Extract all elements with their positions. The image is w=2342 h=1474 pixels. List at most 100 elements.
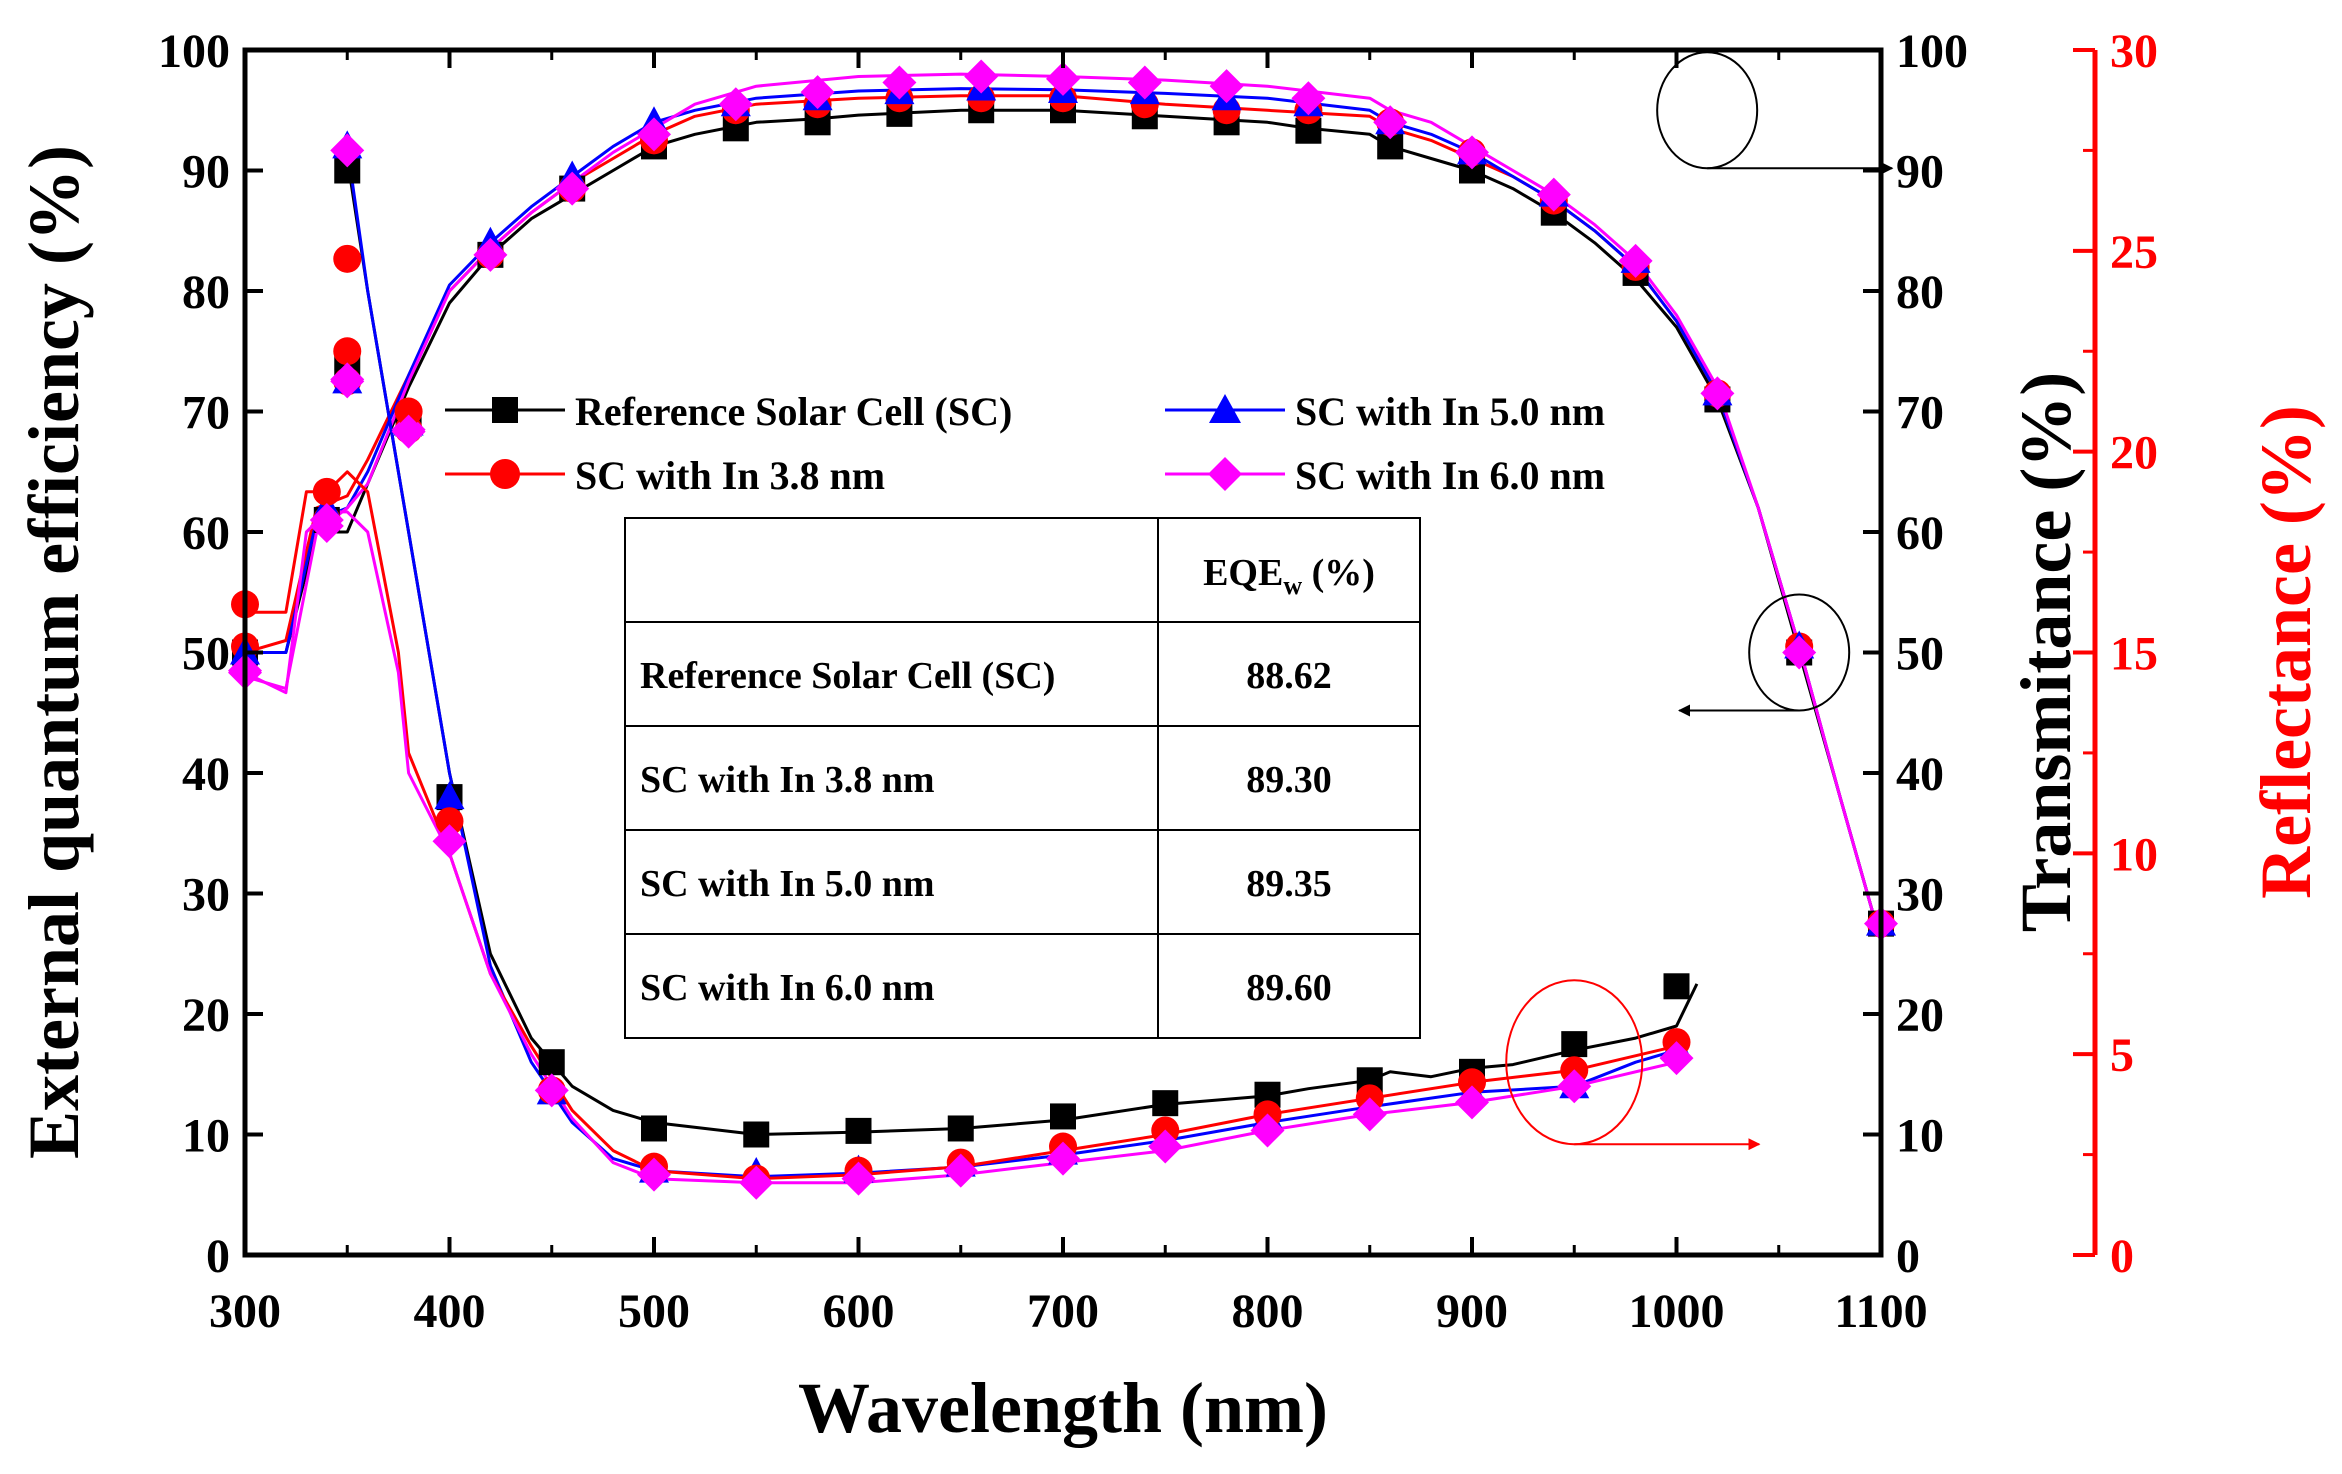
left-y-tick-label: 50 [182, 628, 230, 681]
data-point-diamond [1127, 65, 1162, 100]
left-y-tick-label: 20 [182, 989, 230, 1042]
data-point-diamond [800, 75, 835, 110]
data-point-square [947, 1115, 974, 1142]
data-point-diamond [1209, 69, 1244, 104]
data-point-square [538, 1049, 565, 1076]
annotation-layer [1505, 51, 1894, 1151]
tick-layer: 300 400 500 600 700 800 900 1000 110001020304050… [158, 25, 2158, 1338]
left-y-tick-label: 60 [182, 507, 230, 560]
table-cell-value: 88.62 [1246, 655, 1332, 697]
data-point-square [1152, 1090, 1179, 1117]
data-point-diamond [1557, 1069, 1592, 1104]
table-cell-name: SC with In 5.0 nm [640, 863, 935, 905]
data-point-square [1050, 1103, 1076, 1130]
legend-label-in38: SC with In 3.8 nm [575, 453, 885, 498]
legend-label-reference: Reference Solar Cell (SC) [575, 389, 1012, 434]
data-point-diamond [943, 1153, 978, 1188]
table-header-eqe: EQEw (%) [1203, 552, 1375, 600]
left-y-tick-label: 30 [182, 869, 230, 922]
x-tick-label: 500 [618, 1285, 690, 1338]
legend-marker-square [492, 397, 518, 423]
transmittance-tick-label: 0 [1896, 1230, 1920, 1283]
transmittance-tick-label: 80 [1896, 266, 1944, 319]
transmittance-tick-label: 10 [1896, 1110, 1944, 1163]
data-point-circle [333, 337, 362, 366]
data-point-circle [435, 807, 464, 836]
x-tick-label: 600 [823, 1285, 895, 1338]
legend-marker-circle [490, 459, 520, 489]
data-point-diamond [882, 65, 917, 100]
data-point-circle [1458, 1068, 1486, 1097]
x-tick-label: 300 [209, 1285, 281, 1338]
legend: Reference Solar Cell (SC) SC with In 5.0… [445, 389, 1605, 498]
x-tick-label: 700 [1027, 1285, 1099, 1338]
data-point-diamond [432, 824, 467, 859]
transmittance-tick-label: 90 [1896, 146, 1944, 199]
table-border [624, 517, 1421, 1039]
data-point-diamond [473, 237, 508, 272]
data-point-square [743, 1121, 770, 1148]
series-line-reflectance-7 [244, 510, 1677, 1185]
table-cell-name: Reference Solar Cell (SC) [640, 655, 1055, 697]
reflectance-tick-label: 0 [2110, 1230, 2134, 1283]
data-point-diamond [1046, 1141, 1080, 1176]
data-point-square [1663, 973, 1690, 1000]
left-y-tick-label: 0 [206, 1230, 230, 1283]
data-point-circle [312, 477, 341, 506]
table-cell-value: 89.60 [1246, 967, 1332, 1009]
data-point-diamond [1782, 635, 1817, 670]
left-y-tick-label: 90 [182, 146, 230, 199]
data-point-diamond [555, 171, 590, 206]
reflectance-tick-label: 20 [2110, 427, 2158, 480]
left-y-tick-label: 40 [182, 748, 230, 801]
table-header-eqe-subscript: w [1283, 571, 1302, 600]
data-point-diamond [841, 1161, 876, 1196]
data-point-diamond [1455, 135, 1489, 170]
legend-label-in50: SC with In 5.0 nm [1295, 389, 1605, 434]
eqe-table: EQEw (%) Reference Solar Cell (SC) 88.62… [624, 517, 1421, 1039]
left-y-tick-label: 100 [158, 25, 230, 78]
x-tick-label: 1000 [1629, 1285, 1725, 1338]
data-point-diamond [1291, 81, 1326, 116]
data-point-diamond [534, 1073, 569, 1108]
data-point-diamond [330, 362, 365, 397]
x-tick-label: 400 [414, 1285, 486, 1338]
data-point-diamond [391, 414, 426, 449]
data-point-diamond [309, 502, 344, 537]
data-point-diamond [718, 87, 753, 122]
transmittance-tick-label: 100 [1896, 25, 1968, 78]
x-tick-label: 900 [1436, 1285, 1508, 1338]
x-tick-label: 800 [1232, 1285, 1304, 1338]
table-cell-value: 89.30 [1246, 759, 1332, 801]
data-point-diamond [1455, 1085, 1489, 1120]
x-tick-label: 1100 [1834, 1285, 1927, 1338]
data-point-diamond [1618, 243, 1653, 278]
legend-label-in60: SC with In 6.0 nm [1295, 453, 1605, 498]
table-cell-name: SC with In 6.0 nm [640, 967, 935, 1009]
data-point-diamond [1536, 177, 1571, 212]
data-point-diamond [1250, 1113, 1285, 1148]
left-y-tick-label: 80 [182, 266, 230, 319]
table-header-eqe-text: EQE [1203, 552, 1283, 594]
data-point-triangle [434, 781, 465, 810]
transmittance-tick-label: 20 [1896, 989, 1944, 1042]
table-header-unit: (%) [1302, 552, 1375, 594]
data-point-circle [394, 397, 423, 426]
left-y-tick-label: 70 [182, 387, 230, 440]
data-point-diamond [330, 133, 365, 168]
data-point-square [641, 1115, 667, 1142]
marker-layer [228, 59, 1898, 1200]
transmittance-tick-label: 30 [1896, 869, 1944, 922]
transmittance-tick-label: 40 [1896, 748, 1944, 801]
series-line-reflectance-6 [245, 470, 1677, 1181]
legend-marker-diamond [1208, 457, 1242, 491]
data-point-circle [333, 244, 362, 273]
data-point-diamond [1659, 1041, 1694, 1076]
data-point-diamond [1046, 61, 1080, 96]
left-y-tick-label: 10 [182, 1110, 230, 1163]
data-point-diamond [739, 1165, 774, 1200]
data-point-diamond [637, 1157, 671, 1192]
legend-marker-triangle [1209, 394, 1241, 423]
data-point-diamond [637, 117, 671, 152]
